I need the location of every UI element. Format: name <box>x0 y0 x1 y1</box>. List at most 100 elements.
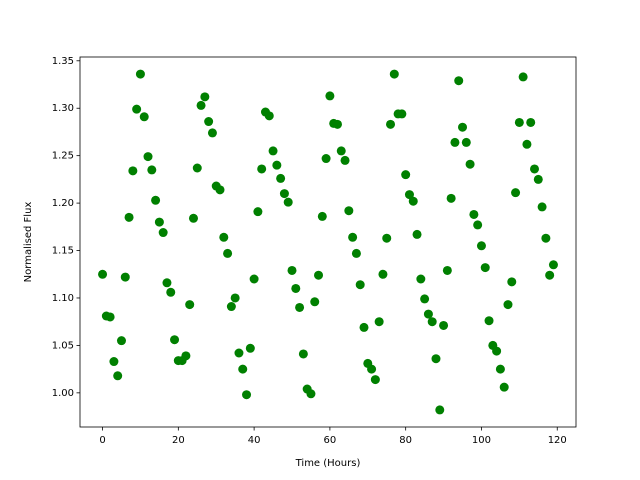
plot-frame <box>79 56 577 428</box>
point <box>458 122 468 132</box>
point <box>518 72 528 82</box>
point <box>325 91 335 101</box>
point <box>196 100 206 110</box>
point <box>279 189 289 199</box>
point <box>503 300 513 310</box>
point <box>151 195 161 205</box>
point <box>442 265 452 275</box>
point <box>128 166 138 176</box>
point <box>264 111 274 121</box>
x-tick-label: 100 <box>472 435 491 446</box>
point <box>287 265 297 275</box>
point <box>162 278 172 288</box>
point <box>207 128 217 138</box>
y-tick-label: 1.25 <box>52 151 74 162</box>
point <box>548 260 558 270</box>
point <box>291 283 301 293</box>
point <box>427 317 437 327</box>
point <box>484 316 494 326</box>
x-tick-label: 60 <box>324 435 337 446</box>
y-tick-label: 1.15 <box>52 246 74 257</box>
y-tick-label: 1.10 <box>52 293 74 304</box>
point <box>272 160 282 170</box>
point <box>109 357 119 367</box>
point <box>120 272 130 282</box>
point <box>465 159 475 169</box>
x-axis-label: Time (Hours) <box>295 458 361 469</box>
point <box>105 312 115 322</box>
point <box>192 163 202 173</box>
point <box>238 364 248 374</box>
point <box>116 336 126 346</box>
point <box>226 302 236 312</box>
point <box>450 137 460 147</box>
point <box>355 280 365 290</box>
x-tick-label: 0 <box>99 435 105 446</box>
point <box>268 146 278 156</box>
point <box>446 193 456 203</box>
point <box>386 119 396 129</box>
point <box>511 188 521 198</box>
point <box>200 92 210 102</box>
point <box>423 309 433 319</box>
point <box>336 146 346 156</box>
point <box>188 213 198 223</box>
point <box>378 269 388 279</box>
point <box>526 117 536 127</box>
point <box>537 202 547 212</box>
point <box>132 104 142 114</box>
point <box>219 232 229 242</box>
point <box>295 302 305 312</box>
point <box>431 354 441 364</box>
point <box>541 233 551 243</box>
point <box>476 241 486 251</box>
point <box>401 170 411 180</box>
point <box>124 212 134 222</box>
point <box>533 174 543 184</box>
point <box>514 117 524 127</box>
point <box>332 119 342 129</box>
point <box>276 173 286 183</box>
point <box>367 364 377 374</box>
point <box>253 207 263 217</box>
x-tick-label: 40 <box>248 435 261 446</box>
point <box>397 109 407 119</box>
point <box>242 390 252 400</box>
point <box>223 248 233 258</box>
point <box>310 297 320 307</box>
point <box>404 190 414 200</box>
point <box>314 270 324 280</box>
point <box>317 211 327 221</box>
point <box>166 287 176 297</box>
point <box>113 371 123 381</box>
point <box>374 317 384 327</box>
point <box>408 196 418 206</box>
point <box>370 375 380 385</box>
point <box>249 274 259 284</box>
point <box>382 233 392 243</box>
point <box>499 382 509 392</box>
x-tick-label: 120 <box>548 435 567 446</box>
point <box>306 389 316 399</box>
point <box>154 217 164 227</box>
point <box>234 348 244 358</box>
point <box>181 351 191 361</box>
point <box>185 300 195 310</box>
y-tick-label: 1.30 <box>52 103 74 114</box>
point <box>215 185 225 195</box>
point <box>522 139 532 149</box>
y-axis-label: Normalised Flux <box>23 202 34 283</box>
x-tick-label: 80 <box>399 435 412 446</box>
point <box>480 263 490 273</box>
point <box>139 112 149 122</box>
point <box>530 164 540 174</box>
point <box>340 155 350 165</box>
point <box>507 277 517 287</box>
point <box>204 117 214 127</box>
point <box>439 320 449 330</box>
point <box>469 209 479 219</box>
point <box>283 197 293 207</box>
point <box>416 274 426 284</box>
